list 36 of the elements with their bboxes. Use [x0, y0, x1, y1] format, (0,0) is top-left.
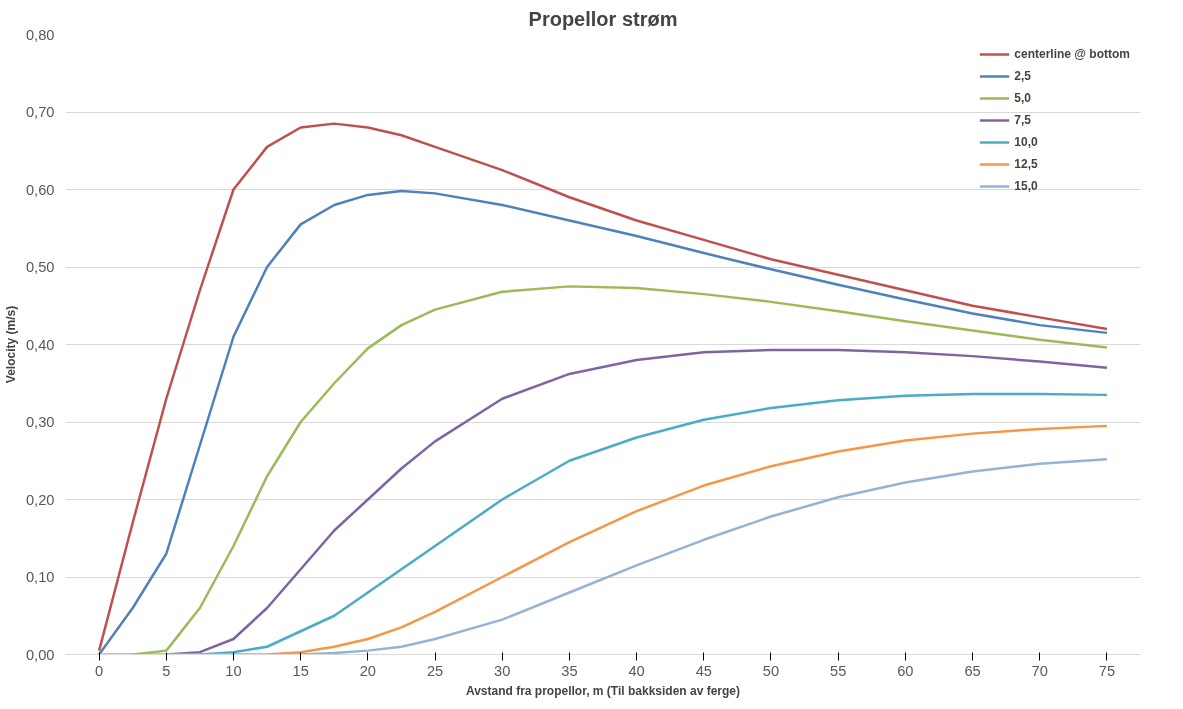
y-tick-label: 0,80 — [25, 26, 55, 43]
legend-label: 2,5 — [1014, 69, 1032, 83]
line-series — [97, 457, 1109, 655]
x-tick-label: 5 — [162, 662, 171, 679]
x-tick-label: 65 — [964, 662, 981, 679]
legend-label: 10,0 — [1014, 135, 1038, 149]
y-tick-label: 0,40 — [25, 336, 55, 353]
y-tick-label: 0,50 — [25, 259, 55, 275]
legend-label: 5,0 — [1014, 91, 1032, 105]
y-axis-title: Velocity (m/s) — [3, 305, 18, 384]
y-tick-label: 0,60 — [25, 181, 55, 198]
x-tick-label: 55 — [830, 662, 847, 679]
y-tick-label: 0,10 — [25, 569, 55, 585]
x-tick-label: 10 — [225, 662, 242, 679]
legend-label: 15,0 — [1014, 179, 1038, 193]
x-axis-title: Avstand fra propellor, m (Til bakksiden av ferge) — [465, 683, 741, 698]
x-tick-label: 0 — [95, 662, 104, 679]
legend-label: centerline @ bottom — [1014, 47, 1130, 61]
x-tick-label: 75 — [1098, 662, 1116, 679]
x-tick-label: 35 — [561, 662, 578, 679]
x-tick-label: 50 — [762, 662, 780, 679]
y-tick-label: 0,00 — [25, 646, 55, 663]
x-tick-label: 30 — [494, 662, 511, 679]
x-tick-label: 60 — [897, 662, 914, 679]
x-tick-label: 15 — [292, 662, 309, 679]
y-tick-label: 0,70 — [25, 104, 55, 120]
x-tick-label: 70 — [1031, 662, 1048, 679]
legend-label: 12,5 — [1014, 157, 1038, 171]
x-tick-label: 40 — [628, 662, 645, 679]
chart-title: Propellor strøm — [528, 7, 678, 30]
x-tick-label: 20 — [359, 662, 377, 679]
y-tick-label: 0,20 — [25, 491, 55, 508]
legend-label: 7,5 — [1014, 113, 1032, 127]
x-tick-label: 25 — [426, 662, 444, 679]
x-tick-label: 45 — [695, 662, 712, 679]
y-tick-label: 0,30 — [25, 414, 55, 430]
